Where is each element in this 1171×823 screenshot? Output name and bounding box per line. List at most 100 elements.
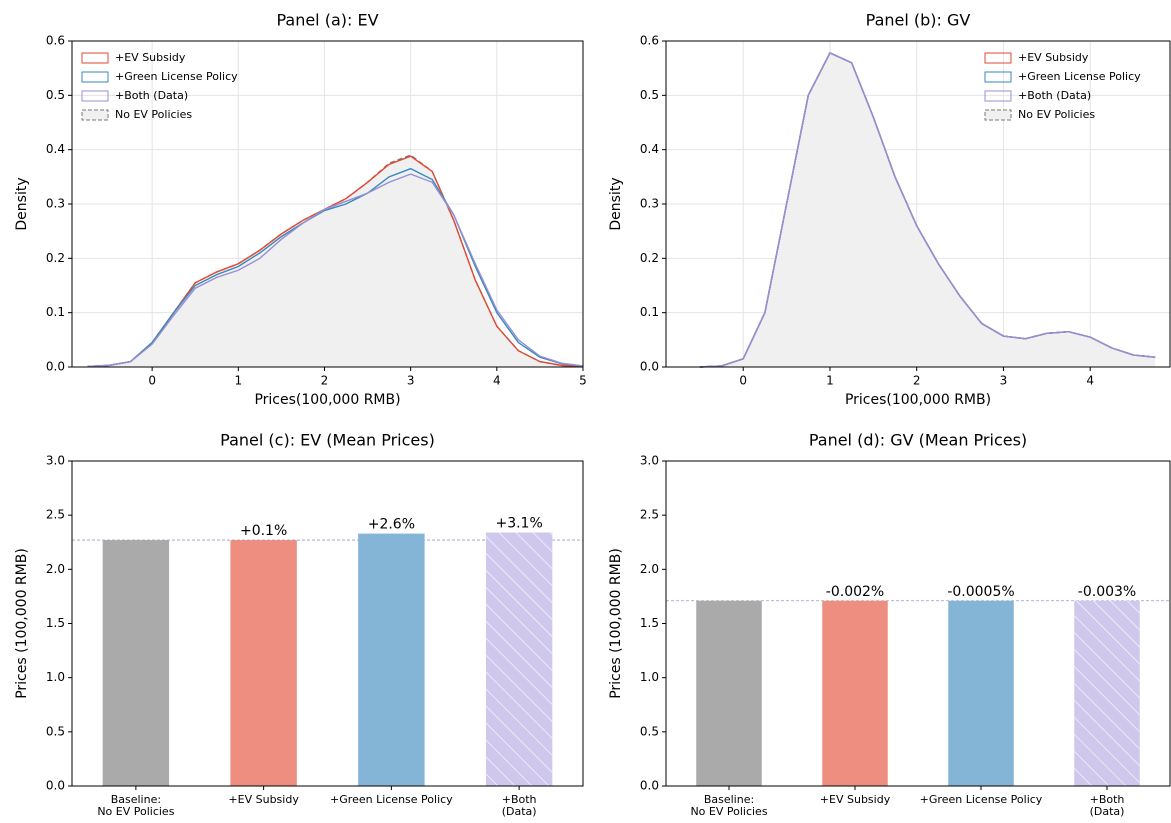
plot-frame	[665, 460, 1171, 787]
x-tick-label: 0	[739, 374, 747, 388]
x-tick-label: 1	[234, 374, 242, 388]
x-tick-label: +Both (Data)	[502, 793, 537, 818]
x-tick-label-line: (Data)	[1090, 805, 1125, 818]
x-tick-label-line: Baseline:	[111, 793, 161, 806]
x-tick-label-line: +Both	[502, 793, 537, 806]
bar	[822, 600, 888, 786]
legend-swatch	[984, 71, 1012, 83]
legend-label: No EV Policies	[1018, 108, 1095, 121]
bar	[358, 533, 425, 786]
y-tick-label: 2.0	[46, 562, 65, 576]
y-tick-label: 0.1	[640, 305, 659, 319]
bar-annotation: +0.1%	[240, 523, 287, 539]
bar-annotation: +2.6%	[368, 517, 415, 533]
y-tick-label: 0.4	[640, 142, 659, 156]
y-tick-label: 1.0	[46, 670, 65, 684]
x-tick-label: 3	[1000, 374, 1008, 388]
x-tick-label-line: Baseline:	[704, 793, 754, 806]
y-axis-label: Density	[14, 177, 30, 230]
legend-swatch	[81, 52, 109, 64]
x-axis-label: Prices(100,000 RMB)	[254, 392, 400, 408]
legend-swatch	[984, 90, 1012, 102]
legend-swatch	[81, 71, 109, 83]
x-tick-label: Baseline: No EV Policies	[690, 793, 767, 818]
bar-annotation: +3.1%	[495, 516, 542, 532]
x-tick-label: 2	[913, 374, 921, 388]
legend-label: +Both (Data)	[1018, 89, 1091, 102]
legend-label: No EV Policies	[115, 108, 192, 121]
x-tick-label: +Green License Policy	[920, 793, 1043, 806]
y-tick-label: 0.6	[640, 34, 659, 48]
y-tick-label: 0.2	[640, 251, 659, 265]
y-tick-label: 1.0	[640, 670, 659, 684]
x-axis-label: Prices(100,000 RMB)	[845, 392, 991, 408]
y-axis-label: Density	[608, 177, 624, 230]
y-tick-label: 0.5	[640, 724, 659, 738]
x-tick-label-line: (Data)	[502, 805, 537, 818]
y-tick-label: 0.0	[640, 779, 659, 793]
y-tick-label: 2.0	[640, 562, 659, 576]
y-axis-label: Prices (100,000 RMB)	[14, 548, 30, 699]
y-tick-label: 3.0	[46, 454, 65, 468]
bar-annotation: -0.002%	[826, 584, 884, 600]
x-tick-label: +EV Subsidy	[820, 793, 891, 806]
density-line	[699, 52, 1156, 368]
plot-frame	[71, 460, 584, 787]
y-axis-label: Prices (100,000 RMB)	[608, 548, 624, 699]
y-tick-label: 0.2	[46, 251, 65, 265]
y-tick-label: 0.0	[46, 360, 65, 374]
legend-label: +Green License Policy	[1018, 70, 1141, 83]
bar	[102, 540, 170, 786]
panel-title: Panel (b): GV	[866, 11, 971, 30]
x-tick-label: Baseline: No EV Policies	[97, 793, 174, 818]
y-tick-label: 0.6	[46, 34, 65, 48]
bar-annotation: -0.003%	[1078, 584, 1136, 600]
bar	[948, 600, 1014, 786]
x-tick-label: 0	[148, 374, 156, 388]
y-tick-label: 0.5	[640, 88, 659, 102]
y-tick-label: 0.3	[46, 197, 65, 211]
legend-swatch	[81, 90, 109, 102]
x-tick-label: 4	[493, 374, 501, 388]
y-tick-label: 0.1	[46, 305, 65, 319]
x-tick-label: 3	[407, 374, 415, 388]
bar-hatch	[485, 532, 553, 786]
y-tick-label: 2.5	[46, 508, 65, 522]
bar-hatch	[1074, 600, 1140, 786]
x-tick-label: +Both (Data)	[1090, 793, 1125, 818]
legend-label: +Both (Data)	[115, 89, 188, 102]
panel-title: Panel (d): GV (Mean Prices)	[809, 431, 1027, 450]
density-area	[87, 155, 584, 367]
x-tick-label: 1	[826, 374, 834, 388]
x-tick-label-line: No EV Policies	[97, 805, 174, 818]
x-tick-label-line: No EV Policies	[690, 805, 767, 818]
density-area	[699, 52, 1156, 367]
legend-swatch	[984, 109, 1012, 121]
y-tick-label: 0.4	[46, 142, 65, 156]
legend-label: +EV Subsidy	[115, 51, 186, 64]
x-tick-label: +EV Subsidy	[228, 793, 299, 806]
x-tick-label: 2	[321, 374, 329, 388]
y-tick-label: 3.0	[640, 454, 659, 468]
panel-title: Panel (a): EV	[276, 11, 378, 30]
density-line	[87, 173, 584, 368]
y-tick-label: 1.5	[640, 616, 659, 630]
panel-title: Panel (c): EV (Mean Prices)	[220, 431, 435, 450]
x-tick-label: 4	[1086, 374, 1094, 388]
legend-swatch	[984, 52, 1012, 64]
bar-annotation: -0.0005%	[947, 584, 1014, 600]
y-tick-label: 0.5	[46, 724, 65, 738]
y-tick-label: 0.0	[640, 360, 659, 374]
legend-swatch	[81, 109, 109, 121]
plot-frame	[665, 40, 1171, 368]
x-tick-label-line: +Both	[1090, 793, 1125, 806]
x-tick-label: 5	[579, 374, 587, 388]
x-tick-label: +Green License Policy	[330, 793, 453, 806]
y-tick-label: 2.5	[640, 508, 659, 522]
plot-frame	[71, 40, 584, 368]
bar	[696, 600, 762, 786]
y-tick-label: 0.0	[46, 779, 65, 793]
density-line	[87, 167, 584, 368]
y-tick-label: 0.3	[640, 197, 659, 211]
